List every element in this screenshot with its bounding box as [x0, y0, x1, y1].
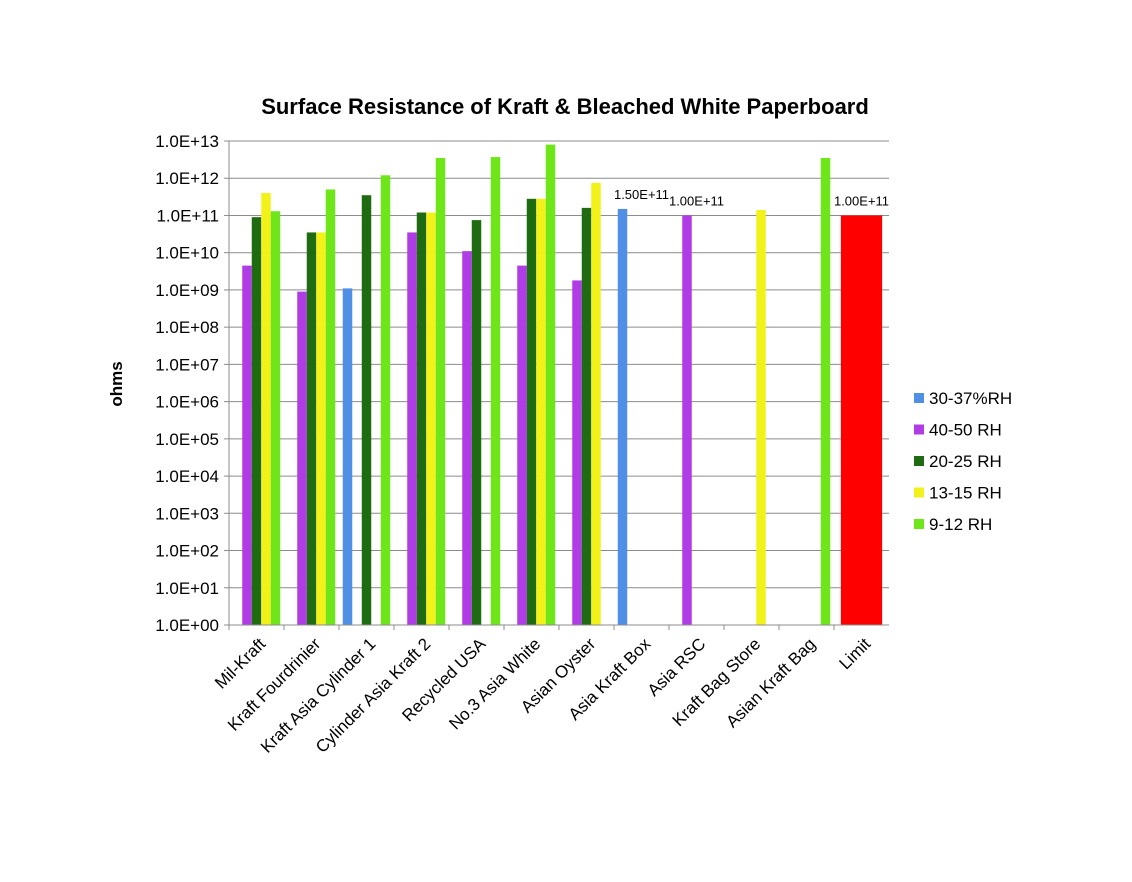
legend-label: 13-15 RH: [929, 484, 1002, 503]
bar-9-12-rh: [820, 157, 831, 625]
bar-13-15-rh: [316, 232, 326, 626]
bar-9-12-rh: [490, 157, 501, 626]
bar-9-12-rh: [435, 157, 446, 625]
bar-13-15-rh: [536, 198, 546, 625]
bar-9-12-rh: [325, 189, 336, 625]
legend-swatch: [914, 487, 924, 498]
legend-label: 9-12 RH: [929, 515, 992, 534]
y-tick-label: 1.0E+00: [155, 616, 219, 635]
bar-30-37-rh: [342, 288, 353, 625]
data-label: 1.00E+11: [834, 193, 889, 208]
legend-label: 20-25 RH: [929, 452, 1002, 471]
bar-40-50-rh: [682, 215, 692, 625]
x-tick-label: Limit: [836, 634, 875, 673]
bar-40-50-rh: [462, 251, 472, 625]
legend-swatch: [914, 519, 924, 529]
y-axis-ticks: 1.0E+00 1.0E+01 1.0E+02 1.0E+03 1.0E+04 1.0E+…: [155, 132, 229, 635]
gridlines: [229, 140, 889, 589]
y-tick-label: 1.0E+06: [155, 393, 219, 412]
bar-13-15-rh: [426, 212, 436, 626]
y-tick-label: 1.0E+01: [155, 579, 219, 598]
data-labels: 1.50E+11 1.00E+11 1.00E+11: [614, 187, 889, 209]
legend: 30-37%RH 40-50 RH 20-25 RH 13-15 RH 9-12 RH: [914, 389, 1012, 534]
data-label: 1.00E+11: [669, 193, 724, 208]
y-tick-label: 1.0E+12: [155, 169, 219, 188]
legend-swatch: [914, 424, 924, 435]
bar-20-25-rh: [526, 198, 537, 625]
bar-40-50-rh: [297, 291, 307, 625]
bar-40-50-rh: [572, 280, 582, 625]
y-tick-label: 1.0E+13: [155, 132, 219, 151]
legend-label: 30-37%RH: [929, 389, 1012, 408]
legend-label: 40-50 RH: [929, 421, 1002, 440]
bar-limit: [840, 215, 883, 625]
y-tick-label: 1.0E+07: [155, 355, 219, 374]
legend-swatch: [914, 393, 924, 403]
bar-13-15-rh: [261, 193, 271, 625]
bar-13-15-rh: [756, 210, 766, 626]
y-tick-label: 1.0E+08: [155, 318, 219, 337]
y-tick-label: 1.0E+04: [155, 467, 219, 486]
y-tick-label: 1.0E+09: [155, 281, 219, 300]
bar-20-25-rh: [416, 212, 427, 626]
data-label: 1.50E+11: [614, 187, 669, 202]
legend-swatch: [914, 456, 924, 466]
y-tick-label: 1.0E+11: [156, 206, 219, 225]
bar-20-25-rh: [471, 220, 482, 625]
bar-30-37-rh: [617, 208, 628, 626]
y-tick-label: 1.0E+05: [155, 430, 219, 449]
chart-title: Surface Resistance of Kraft & Bleached W…: [261, 94, 869, 119]
x-tick-label: Kraft Fourdrinier: [224, 634, 325, 735]
bar-40-50-rh: [242, 265, 252, 625]
bar-20-25-rh: [306, 232, 317, 626]
bar-9-12-rh: [270, 211, 281, 625]
bar-40-50-rh: [407, 232, 417, 626]
bars: [242, 144, 883, 626]
y-tick-label: 1.0E+10: [155, 244, 219, 263]
y-tick-label: 1.0E+03: [155, 504, 219, 523]
bar-20-25-rh: [251, 217, 262, 625]
bar-9-12-rh: [545, 144, 556, 625]
bar-20-25-rh: [361, 195, 372, 626]
bar-13-15-rh: [591, 182, 601, 626]
bar-40-50-rh: [517, 265, 527, 625]
y-axis-label: ohms: [107, 361, 126, 406]
bar-9-12-rh: [380, 175, 391, 626]
y-tick-label: 1.0E+02: [155, 542, 219, 561]
bar-20-25-rh: [581, 207, 592, 625]
